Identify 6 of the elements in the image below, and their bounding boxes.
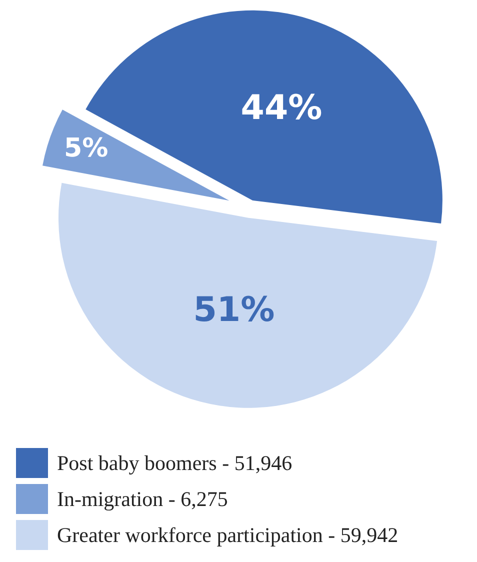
legend-label: In-migration - 6,275 bbox=[57, 487, 228, 511]
data-label: 44% bbox=[240, 88, 322, 128]
legend-label: Post baby boomers - 51,946 bbox=[57, 451, 292, 475]
legend-label: Greater workforce participation - 59,942 bbox=[57, 523, 398, 547]
data-label: 51% bbox=[193, 290, 275, 330]
data-label: 5% bbox=[64, 134, 108, 164]
